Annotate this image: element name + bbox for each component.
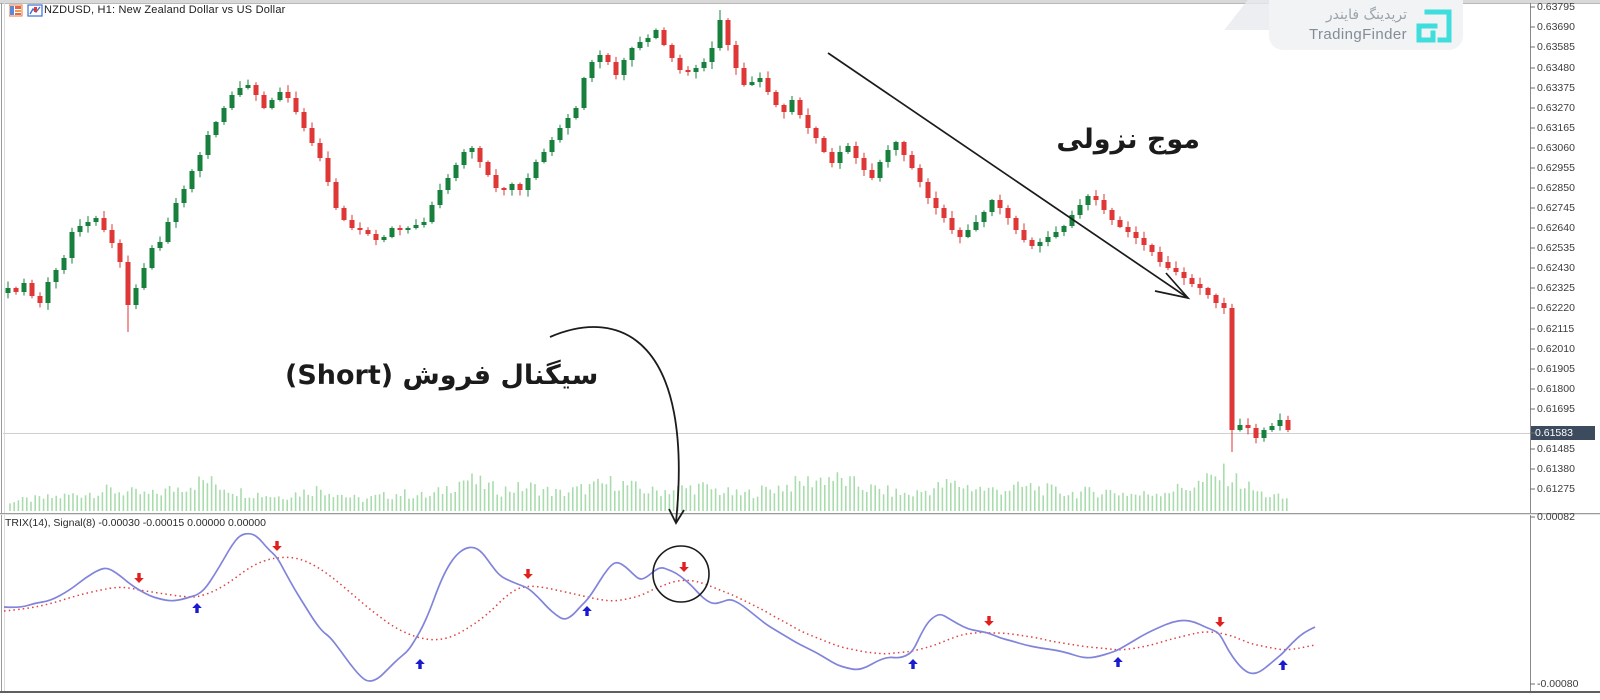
volume-layer xyxy=(9,463,1288,511)
trix-line xyxy=(3,532,1316,682)
sell-arrow-icon xyxy=(272,541,282,551)
candles-layer xyxy=(5,10,1291,452)
window-title: NZDUSD, H1: New Zealand Dollar vs US Dol… xyxy=(44,4,286,16)
bottom-separator xyxy=(0,691,1600,693)
signal-arrows-layer xyxy=(134,541,1288,670)
window-top-border xyxy=(0,0,1600,4)
price-axis-line xyxy=(1530,3,1531,692)
pane-separator[interactable] xyxy=(0,513,1600,515)
buy-arrow-icon xyxy=(415,659,425,669)
trend-arrow-head xyxy=(1154,272,1191,300)
signal-line xyxy=(3,556,1316,655)
buy-arrow-icon xyxy=(1278,660,1288,670)
brand-name-en: TradingFinder xyxy=(1308,26,1407,43)
window-left-border xyxy=(1,3,2,692)
signal-circle-annotation xyxy=(652,545,710,603)
buy-arrow-icon xyxy=(908,659,918,669)
signal-annotation-label: سیگنال فروش (Short) xyxy=(285,360,599,391)
axis-ticks xyxy=(1530,6,1535,685)
curved-arrow-head xyxy=(668,508,685,525)
sell-arrow-icon xyxy=(523,569,533,579)
trend-arrow-annotation xyxy=(827,52,1189,299)
candlestick-chart-icon xyxy=(27,4,43,17)
buy-arrow-icon xyxy=(192,603,202,613)
brand-badge: تریدینگ فایندر TradingFinder xyxy=(1269,0,1463,50)
sell-arrow-icon xyxy=(134,573,144,583)
chart-grid-icon xyxy=(9,4,23,17)
sell-arrow-icon xyxy=(679,562,689,572)
buy-arrow-icon xyxy=(582,606,592,616)
trend-annotation-label: موج نزولی xyxy=(1056,124,1200,155)
indicator-label: TRIX(14), Signal(8) -0.00030 -0.00015 0.… xyxy=(5,517,266,529)
buy-arrow-icon xyxy=(1113,657,1123,667)
current-price-badge: 0.61583 xyxy=(1531,426,1595,440)
window-left-border-inner xyxy=(4,3,5,692)
sell-arrow-icon xyxy=(984,616,994,626)
tradingfinder-logo-icon xyxy=(1413,6,1455,46)
title-icons xyxy=(9,4,43,17)
curved-arrow-annotation xyxy=(549,326,680,523)
sell-arrow-icon xyxy=(1215,617,1225,627)
brand-name-fa: تریدینگ فایندر xyxy=(1325,7,1407,23)
current-price-line xyxy=(3,433,1530,434)
